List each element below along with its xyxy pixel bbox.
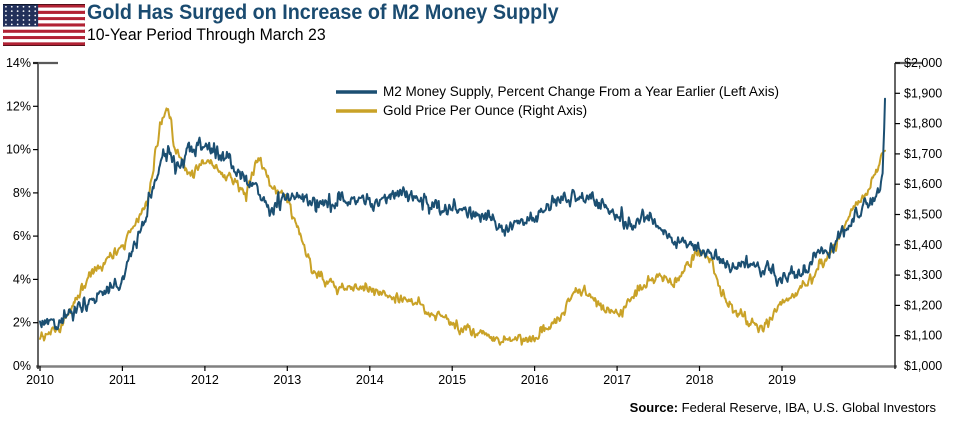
svg-text:Source: Federal Reserve, IBA,: Source: Federal Reserve, IBA, U.S. Globa… xyxy=(630,400,937,415)
svg-text:Gold Price Per Ounce (Right Ax: Gold Price Per Ounce (Right Axis) xyxy=(383,103,587,118)
svg-text:4%: 4% xyxy=(13,272,31,286)
svg-text:2018: 2018 xyxy=(686,373,714,387)
svg-text:$1,300: $1,300 xyxy=(904,268,942,282)
svg-text:$1,400: $1,400 xyxy=(904,238,942,252)
svg-text:2017: 2017 xyxy=(603,373,631,387)
svg-text:M2 Money Supply, Percent Chang: M2 Money Supply, Percent Change From a Y… xyxy=(383,84,779,99)
svg-text:$1,800: $1,800 xyxy=(904,117,942,131)
svg-text:2012: 2012 xyxy=(191,373,219,387)
svg-text:2011: 2011 xyxy=(109,373,136,387)
svg-text:8%: 8% xyxy=(13,186,31,200)
svg-text:6%: 6% xyxy=(13,229,31,243)
svg-text:2%: 2% xyxy=(13,316,31,330)
svg-text:2013: 2013 xyxy=(273,373,301,387)
svg-text:$2,000: $2,000 xyxy=(904,56,942,70)
svg-text:$1,500: $1,500 xyxy=(904,208,942,222)
svg-text:2016: 2016 xyxy=(521,373,549,387)
svg-text:14%: 14% xyxy=(6,56,31,70)
svg-text:$1,600: $1,600 xyxy=(904,177,942,191)
svg-text:$1,200: $1,200 xyxy=(904,298,942,312)
svg-text:$1,900: $1,900 xyxy=(904,86,942,100)
svg-text:12%: 12% xyxy=(6,99,31,113)
svg-text:10%: 10% xyxy=(6,143,31,157)
svg-text:0%: 0% xyxy=(13,359,31,373)
svg-text:2015: 2015 xyxy=(438,373,466,387)
svg-text:$1,100: $1,100 xyxy=(904,329,942,343)
svg-text:$1,700: $1,700 xyxy=(904,147,942,161)
svg-text:$1,000: $1,000 xyxy=(904,359,942,373)
svg-text:2019: 2019 xyxy=(768,373,796,387)
svg-text:2014: 2014 xyxy=(356,373,384,387)
svg-text:2010: 2010 xyxy=(26,373,54,387)
